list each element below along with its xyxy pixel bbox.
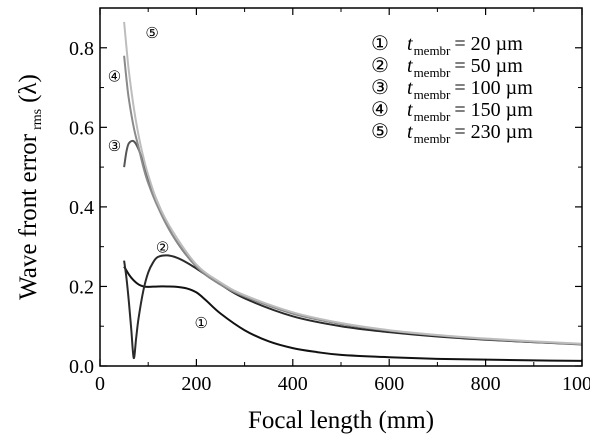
x-tick-label: 600 (374, 373, 404, 395)
y-axis-title-subscript: rms (30, 109, 45, 130)
legend-marker: ③ (371, 77, 389, 99)
x-axis-title: Focal length (mm) (248, 407, 434, 434)
series-marker-5: ⑤ (145, 26, 158, 42)
y-axis-title: Wave front error rms (λ) (15, 74, 45, 300)
legend-variable: t (407, 33, 413, 55)
legend-entry-5: ⑤ tmembr = 230 µm (371, 121, 533, 146)
series-marker-label: ④ (108, 70, 121, 86)
legend-value: = 50 µm (454, 55, 523, 77)
x-tick-label: 400 (278, 373, 308, 395)
series-marker-4: ④ (108, 70, 121, 86)
legend-subscript: membr (414, 43, 451, 58)
y-tick-label: 0.6 (69, 117, 94, 139)
legend-value: = 150 µm (454, 99, 533, 121)
legend-value: = 20 µm (454, 33, 523, 55)
legend-entry-4: ④ tmembr = 150 µm (371, 99, 533, 124)
legend-label: tmembr = 20 µm (407, 33, 523, 58)
legend-marker: ⑤ (371, 121, 389, 143)
legend-marker: ④ (371, 99, 389, 121)
legend-subscript: membr (414, 65, 451, 80)
legend-label: tmembr = 230 µm (407, 121, 533, 146)
series-marker-label: ⑤ (145, 26, 158, 42)
legend-variable: t (407, 77, 413, 99)
series-line-3 (123, 139, 583, 346)
x-tick-label: 800 (471, 373, 501, 395)
legend-value: = 230 µm (454, 121, 533, 143)
series-markers: ① ② ③ ④ ⑤ (108, 26, 208, 332)
series-layer (123, 21, 583, 362)
legend-subscript: membr (414, 87, 451, 102)
y-tick-label: 0.8 (69, 38, 94, 60)
x-tick-label: 0 (95, 373, 105, 395)
legend-entry-1: ① tmembr = 20 µm (371, 33, 523, 58)
legend-entry-2: ② tmembr = 50 µm (371, 55, 523, 80)
series-marker-1: ① (194, 316, 207, 332)
y-tick-label: 0.2 (69, 276, 94, 298)
legend-variable: t (407, 121, 413, 143)
series-marker-2: ② (156, 241, 169, 257)
series-marker-label: ③ (108, 139, 121, 155)
legend-value: = 100 µm (454, 77, 533, 99)
series-line-2 (123, 254, 583, 360)
y-tick-label: 0.4 (69, 197, 94, 219)
series-marker-label: ① (194, 316, 207, 332)
legend-variable: t (407, 99, 413, 121)
legend-marker: ① (371, 33, 389, 55)
legend-subscript: membr (414, 131, 451, 146)
legend-entry-3: ③ tmembr = 100 µm (371, 77, 533, 102)
legend: ① tmembr = 20 µm② tmembr = 50 µm③ tmembr = 100… (371, 33, 533, 146)
series-marker-label: ② (156, 241, 169, 257)
legend-label: tmembr = 50 µm (407, 55, 523, 80)
y-axis-title-unit: (λ) (15, 74, 42, 103)
series-line-1 (123, 266, 583, 362)
y-tick-label: 0.0 (69, 356, 94, 378)
legend-label: tmembr = 100 µm (407, 77, 533, 102)
series-marker-3: ③ (108, 139, 121, 155)
legend-subscript: membr (414, 109, 451, 124)
series-line-5 (123, 21, 583, 345)
legend-label: tmembr = 150 µm (407, 99, 533, 124)
legend-marker: ② (371, 55, 389, 77)
x-tick-label: 200 (181, 373, 211, 395)
y-axis-title-main: Wave front error (15, 133, 42, 300)
legend-variable: t (407, 55, 413, 77)
